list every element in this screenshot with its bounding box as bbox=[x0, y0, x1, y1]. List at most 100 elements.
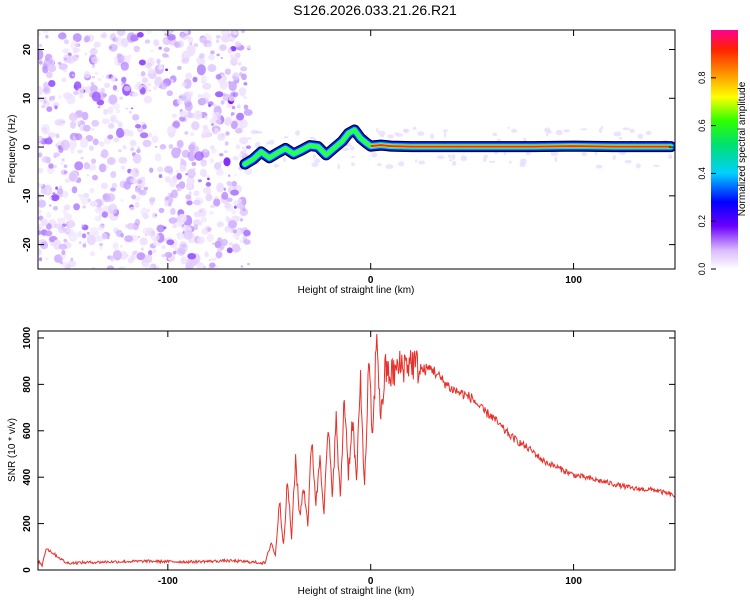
noise-blob bbox=[204, 148, 208, 153]
noise-blob bbox=[50, 194, 60, 202]
y-tick-label: 600 bbox=[22, 422, 33, 439]
noise-blob bbox=[66, 94, 76, 105]
noise-blob bbox=[83, 162, 90, 170]
noise-blob bbox=[311, 162, 319, 167]
noise-blob bbox=[111, 182, 118, 189]
colorbar-label: Normalized spectral amplitude bbox=[737, 81, 748, 216]
noise-blob bbox=[214, 240, 222, 249]
noise-blob bbox=[97, 106, 101, 109]
y-tick-label: 0 bbox=[22, 144, 33, 150]
noise-blob bbox=[224, 225, 230, 233]
noise-blob bbox=[211, 148, 217, 154]
noise-blob bbox=[98, 141, 105, 147]
noise-blob bbox=[108, 94, 118, 105]
noise-blob bbox=[89, 201, 99, 207]
noise-blob bbox=[127, 257, 134, 264]
noise-blob bbox=[63, 238, 67, 243]
y-tick-label: 1000 bbox=[22, 326, 33, 349]
noise-blob bbox=[92, 138, 99, 146]
noise-blob bbox=[219, 153, 224, 157]
noise-blob bbox=[187, 253, 197, 260]
noise-blob bbox=[47, 64, 57, 73]
noise-blob bbox=[94, 207, 104, 214]
noise-blob bbox=[547, 130, 552, 134]
noise-blob bbox=[385, 164, 394, 169]
noise-blob bbox=[202, 127, 211, 138]
noise-blob bbox=[113, 56, 118, 61]
noise-blob bbox=[73, 203, 80, 211]
noise-blob bbox=[652, 164, 660, 167]
noise-blob bbox=[99, 243, 103, 247]
noise-blob bbox=[314, 158, 321, 164]
noise-blob bbox=[123, 181, 131, 190]
noise-blob bbox=[177, 213, 187, 223]
noise-blob bbox=[283, 156, 286, 163]
noise-blob bbox=[226, 247, 233, 254]
noise-blob bbox=[52, 206, 59, 211]
noise-blob bbox=[546, 131, 549, 137]
noise-blob bbox=[226, 197, 233, 203]
noise-blob bbox=[351, 162, 355, 166]
noise-blob bbox=[156, 58, 161, 64]
noise-blob bbox=[78, 193, 82, 198]
snr-plot: -100 0 100 0 200 400 600 800 1000 Height of str… bbox=[7, 326, 676, 597]
noise-blob bbox=[107, 157, 116, 165]
noise-blob bbox=[38, 209, 42, 215]
noise-blob bbox=[94, 236, 102, 243]
noise-blob bbox=[203, 265, 206, 269]
noise-blob bbox=[116, 30, 126, 36]
noise-blob bbox=[70, 40, 79, 51]
noise-blob bbox=[134, 201, 140, 208]
noise-blob bbox=[107, 134, 114, 140]
noise-blob bbox=[130, 107, 134, 110]
noise-blob bbox=[121, 37, 129, 48]
noise-blob bbox=[134, 187, 140, 193]
noise-blob bbox=[223, 187, 226, 191]
noise-blob bbox=[101, 233, 108, 240]
noise-blob bbox=[200, 57, 206, 65]
noise-blob bbox=[38, 230, 42, 235]
noise-blob bbox=[240, 265, 244, 268]
noise-blob bbox=[509, 160, 512, 164]
noise-blob bbox=[598, 128, 603, 133]
noise-blob bbox=[54, 119, 63, 126]
noise-blob bbox=[436, 155, 445, 159]
noise-blob bbox=[64, 178, 71, 183]
noise-blob bbox=[211, 123, 214, 126]
noise-blob bbox=[98, 163, 107, 173]
noise-blob bbox=[377, 163, 382, 167]
noise-blob bbox=[178, 181, 186, 190]
noise-blob bbox=[83, 70, 91, 79]
noise-blob bbox=[231, 105, 236, 110]
noise-blob bbox=[172, 223, 178, 229]
noise-blob bbox=[613, 131, 622, 137]
noise-blob bbox=[187, 36, 194, 44]
noise-blob bbox=[52, 192, 56, 195]
noise-blob bbox=[176, 172, 182, 180]
noise-blob bbox=[191, 121, 200, 131]
noise-blob bbox=[645, 130, 652, 136]
noise-blob bbox=[412, 126, 417, 130]
noise-blob bbox=[130, 169, 136, 177]
noise-blob bbox=[246, 45, 251, 49]
noise-blob bbox=[119, 244, 123, 248]
noise-blob bbox=[507, 126, 510, 129]
noise-blob bbox=[152, 249, 157, 253]
noise-blob bbox=[139, 132, 149, 139]
noise-blob bbox=[48, 80, 56, 87]
noise-blob bbox=[235, 216, 242, 221]
noise-blob bbox=[151, 212, 158, 219]
noise-blob bbox=[238, 87, 247, 96]
noise-blob bbox=[176, 140, 184, 148]
noise-blob bbox=[185, 258, 194, 267]
noise-blob bbox=[150, 49, 154, 52]
noise-blob bbox=[102, 193, 111, 203]
x-tick-label: 100 bbox=[565, 576, 582, 587]
noise-blob bbox=[460, 155, 467, 162]
noise-blob bbox=[115, 229, 123, 238]
noise-blob bbox=[103, 108, 109, 115]
noise-blob bbox=[550, 150, 558, 157]
noise-blob bbox=[380, 134, 384, 138]
noise-blob bbox=[97, 224, 105, 231]
noise-blob bbox=[106, 100, 110, 104]
